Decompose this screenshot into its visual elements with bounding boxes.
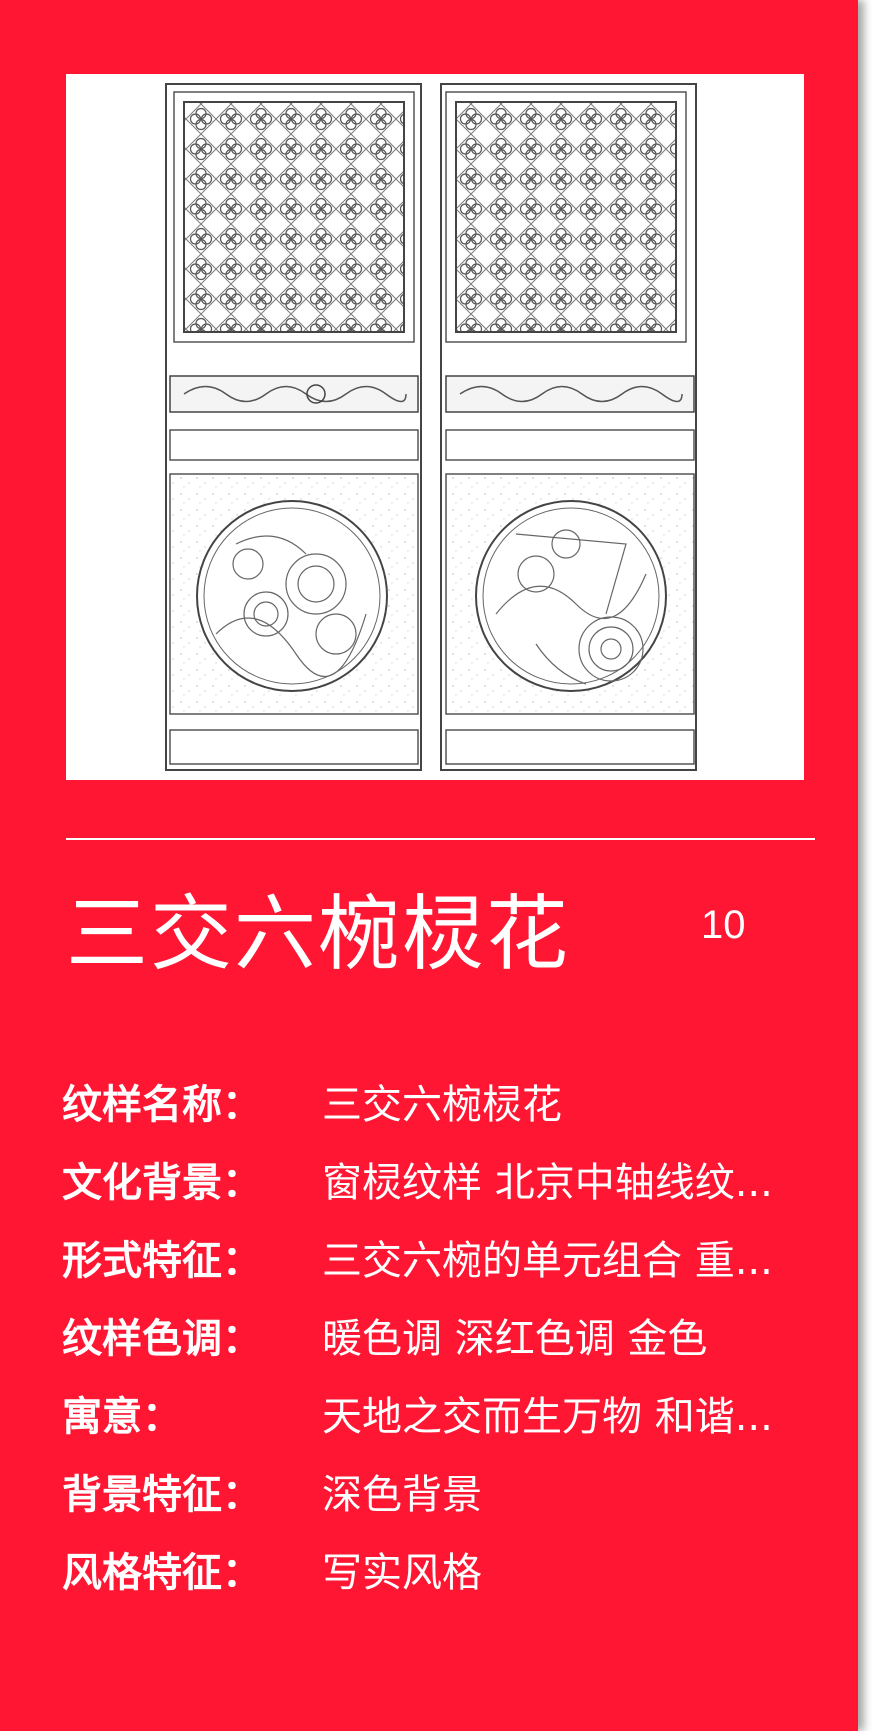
detail-label: 背景特征：	[62, 1472, 262, 1518]
detail-label: 文化背景：	[62, 1160, 262, 1206]
detail-value: 天地之交而生万物 和谐...	[322, 1394, 773, 1440]
detail-value: 三交六椀的单元组合 重...	[322, 1238, 773, 1284]
pattern-image	[66, 74, 804, 780]
detail-row-name: 纹样名称： 三交六椀棂花	[62, 1062, 822, 1140]
left-door-panel	[165, 83, 422, 771]
detail-row-background: 背景特征： 深色背景	[62, 1452, 822, 1530]
detail-value: 深色背景	[322, 1472, 482, 1518]
detail-row-form: 形式特征： 三交六椀的单元组合 重...	[62, 1218, 822, 1296]
detail-label: 纹样色调：	[62, 1316, 262, 1362]
detail-value: 写实风格	[322, 1550, 482, 1596]
pattern-number: 10	[701, 903, 746, 947]
divider-line	[66, 838, 815, 840]
detail-label: 寓意：	[62, 1394, 182, 1440]
right-door-panel	[440, 83, 697, 771]
detail-row-color: 纹样色调： 暖色调 深红色调 金色	[62, 1296, 822, 1374]
pattern-title: 三交六椀棂花	[66, 887, 571, 982]
detail-label: 纹样名称：	[62, 1082, 262, 1128]
detail-value: 窗棂纹样 北京中轴线纹...	[322, 1160, 773, 1206]
detail-list: 纹样名称： 三交六椀棂花 文化背景： 窗棂纹样 北京中轴线纹... 形式特征： …	[62, 1062, 822, 1608]
detail-value: 三交六椀棂花	[322, 1082, 562, 1128]
detail-value: 暖色调 深红色调 金色	[322, 1316, 708, 1362]
detail-label: 风格特征：	[62, 1550, 262, 1596]
detail-label: 形式特征：	[62, 1238, 262, 1284]
detail-row-meaning: 寓意： 天地之交而生万物 和谐...	[62, 1374, 822, 1452]
detail-row-style: 风格特征： 写实风格	[62, 1530, 822, 1608]
detail-row-culture: 文化背景： 窗棂纹样 北京中轴线纹...	[62, 1140, 822, 1218]
lattice-window-sketch	[165, 83, 697, 771]
